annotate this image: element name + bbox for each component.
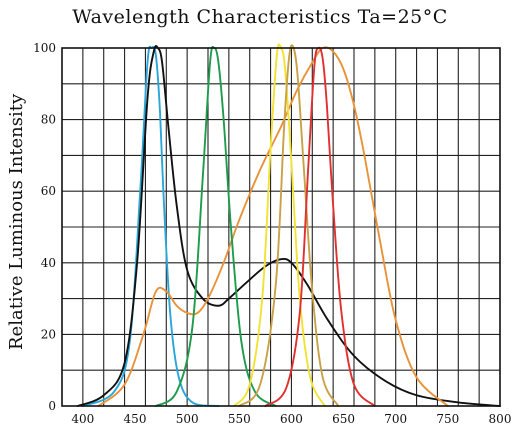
grid [62, 48, 500, 406]
x-tick-label: 400 [71, 412, 94, 426]
y-tick-labels: 0 20 40 60 80 100 [33, 41, 56, 413]
x-tick-label: 800 [489, 412, 512, 426]
plot-frame [61, 47, 501, 407]
y-tick-label: 100 [33, 41, 56, 55]
series-line-7 [264, 46, 376, 407]
x-tick-label: 500 [176, 412, 199, 426]
x-tick-labels: 400 450 500 550 600 650 700 750 800 [71, 412, 511, 426]
chart-title: Wavelength Characteristics Ta=25°C [72, 6, 448, 28]
series-line-3 [97, 46, 449, 407]
series-line-6 [238, 44, 340, 407]
series-group [76, 43, 501, 407]
y-tick-label: 60 [41, 184, 56, 198]
plot-border [61, 47, 501, 407]
y-tick-label: 40 [41, 256, 56, 270]
y-tick-label: 80 [41, 113, 56, 127]
x-tick-label: 650 [332, 412, 355, 426]
series-line-2 [76, 45, 501, 407]
x-tick-label: 600 [280, 412, 303, 426]
x-tick-label: 700 [384, 412, 407, 426]
y-tick-label: 20 [41, 327, 56, 341]
x-tick-label: 550 [228, 412, 251, 426]
x-tick-label: 450 [124, 412, 147, 426]
x-tick-label: 750 [436, 412, 459, 426]
series-line-4 [154, 45, 277, 407]
y-tick-label: 0 [48, 399, 56, 413]
